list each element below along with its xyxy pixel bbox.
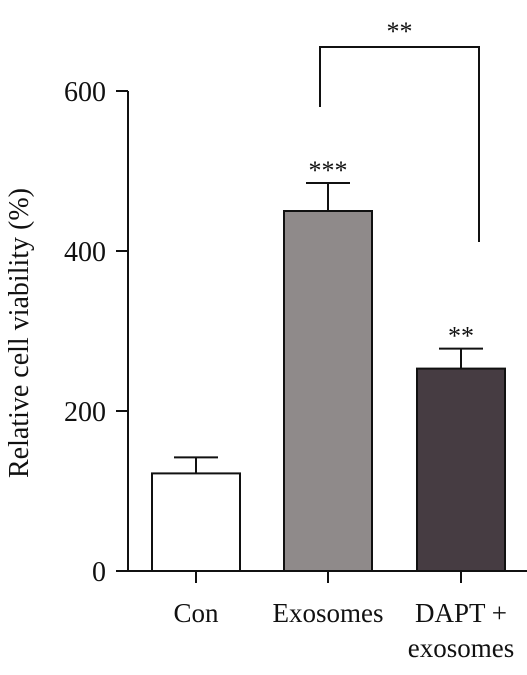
bar	[151, 472, 241, 572]
x-tick-label: Exosomes	[273, 598, 384, 628]
chart-axes: 0 200 400 600 Relative cell viability (%)	[4, 77, 527, 588]
significance-label: ***	[309, 156, 348, 185]
y-axis-label: Relative cell viability (%)	[4, 188, 35, 478]
y-tick-label: 0	[92, 557, 106, 588]
y-tick-label: 200	[64, 397, 106, 428]
y-tick-label: 600	[64, 77, 106, 108]
chart-labels: Con Exosomes *** DAPT + exosomes ** **	[173, 17, 514, 663]
x-tick-label: DAPT +	[415, 598, 507, 628]
y-tick-label: 400	[64, 237, 106, 268]
significance-label: **	[448, 322, 474, 351]
bar	[416, 367, 506, 572]
comparison-significance-label: **	[387, 17, 413, 46]
bar	[283, 210, 373, 572]
comparison-bracket	[319, 46, 480, 242]
x-tick-label: exosomes	[408, 633, 514, 663]
x-tick-label: Con	[173, 598, 219, 628]
chart-bars	[151, 182, 506, 572]
